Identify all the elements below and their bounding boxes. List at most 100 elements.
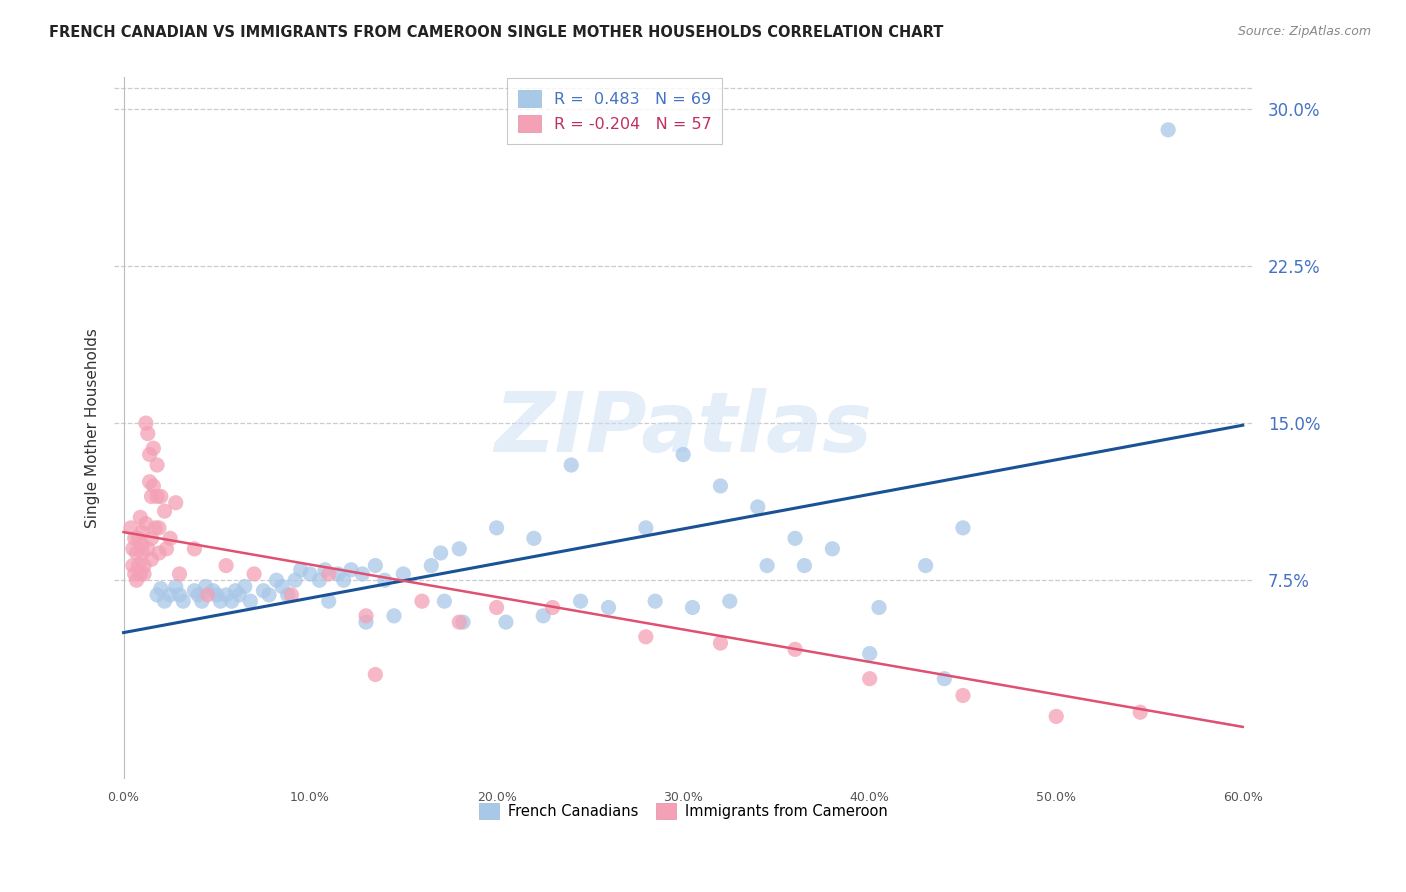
- Point: [169, 566, 191, 581]
- Point: [127, 532, 149, 546]
- Point: [136, 426, 159, 441]
- Point: [531, 608, 554, 623]
- Point: [169, 588, 191, 602]
- Point: [141, 552, 163, 566]
- Point: [374, 573, 396, 587]
- Point: [131, 524, 153, 539]
- Point: [224, 583, 246, 598]
- Point: [449, 615, 471, 629]
- Point: [221, 594, 243, 608]
- Point: [429, 546, 451, 560]
- Point: [233, 580, 256, 594]
- Point: [859, 647, 882, 661]
- Point: [952, 521, 974, 535]
- Point: [783, 532, 806, 546]
- Point: [146, 458, 169, 472]
- Point: [271, 580, 294, 594]
- Point: [326, 566, 349, 581]
- Text: Source: ZipAtlas.com: Source: ZipAtlas.com: [1237, 25, 1371, 38]
- Point: [155, 541, 177, 556]
- Point: [523, 532, 546, 546]
- Point: [243, 566, 266, 581]
- Point: [146, 588, 169, 602]
- Point: [159, 532, 181, 546]
- Point: [143, 521, 166, 535]
- Point: [153, 594, 176, 608]
- Point: [277, 588, 299, 602]
- Point: [191, 594, 214, 608]
- Point: [280, 588, 302, 602]
- Point: [129, 566, 152, 581]
- Point: [420, 558, 443, 573]
- Point: [318, 594, 340, 608]
- Point: [239, 594, 262, 608]
- Point: [125, 573, 148, 587]
- Point: [183, 541, 205, 556]
- Point: [202, 583, 225, 598]
- Point: [172, 594, 194, 608]
- Point: [495, 615, 517, 629]
- Point: [598, 600, 620, 615]
- Point: [290, 563, 312, 577]
- Point: [124, 532, 146, 546]
- Point: [364, 558, 387, 573]
- Point: [153, 504, 176, 518]
- Point: [392, 566, 415, 581]
- Point: [318, 566, 340, 581]
- Point: [1157, 123, 1180, 137]
- Point: [266, 573, 288, 587]
- Point: [541, 600, 564, 615]
- Point: [141, 532, 163, 546]
- Point: [205, 588, 228, 602]
- Point: [952, 689, 974, 703]
- Point: [132, 558, 155, 573]
- Point: [209, 594, 232, 608]
- Point: [1129, 705, 1152, 719]
- Point: [756, 558, 779, 573]
- Point: [314, 563, 336, 577]
- Y-axis label: Single Mother Households: Single Mother Households: [86, 328, 100, 528]
- Point: [125, 546, 148, 560]
- Point: [340, 563, 363, 577]
- Point: [364, 667, 387, 681]
- Point: [433, 594, 456, 608]
- Point: [411, 594, 433, 608]
- Point: [141, 490, 163, 504]
- Point: [135, 416, 157, 430]
- Point: [868, 600, 890, 615]
- Point: [672, 448, 695, 462]
- Point: [194, 580, 217, 594]
- Point: [485, 521, 508, 535]
- Point: [382, 608, 405, 623]
- Point: [142, 479, 165, 493]
- Point: [634, 630, 657, 644]
- Point: [146, 490, 169, 504]
- Point: [783, 642, 806, 657]
- Point: [138, 448, 160, 462]
- Point: [284, 573, 307, 587]
- Point: [449, 541, 471, 556]
- Point: [252, 583, 274, 598]
- Point: [215, 588, 238, 602]
- Point: [914, 558, 936, 573]
- Point: [120, 521, 142, 535]
- Point: [127, 558, 149, 573]
- Point: [148, 546, 170, 560]
- Point: [135, 516, 157, 531]
- Point: [131, 538, 153, 552]
- Point: [354, 615, 377, 629]
- Point: [165, 580, 187, 594]
- Point: [215, 558, 238, 573]
- Point: [644, 594, 666, 608]
- Point: [354, 608, 377, 623]
- Text: FRENCH CANADIAN VS IMMIGRANTS FROM CAMEROON SINGLE MOTHER HOUSEHOLDS CORRELATION: FRENCH CANADIAN VS IMMIGRANTS FROM CAMER…: [49, 25, 943, 40]
- Point: [709, 636, 731, 650]
- Point: [165, 496, 187, 510]
- Point: [634, 521, 657, 535]
- Point: [124, 566, 146, 581]
- Point: [121, 558, 143, 573]
- Point: [138, 475, 160, 489]
- Point: [197, 588, 219, 602]
- Point: [821, 541, 844, 556]
- Point: [1045, 709, 1067, 723]
